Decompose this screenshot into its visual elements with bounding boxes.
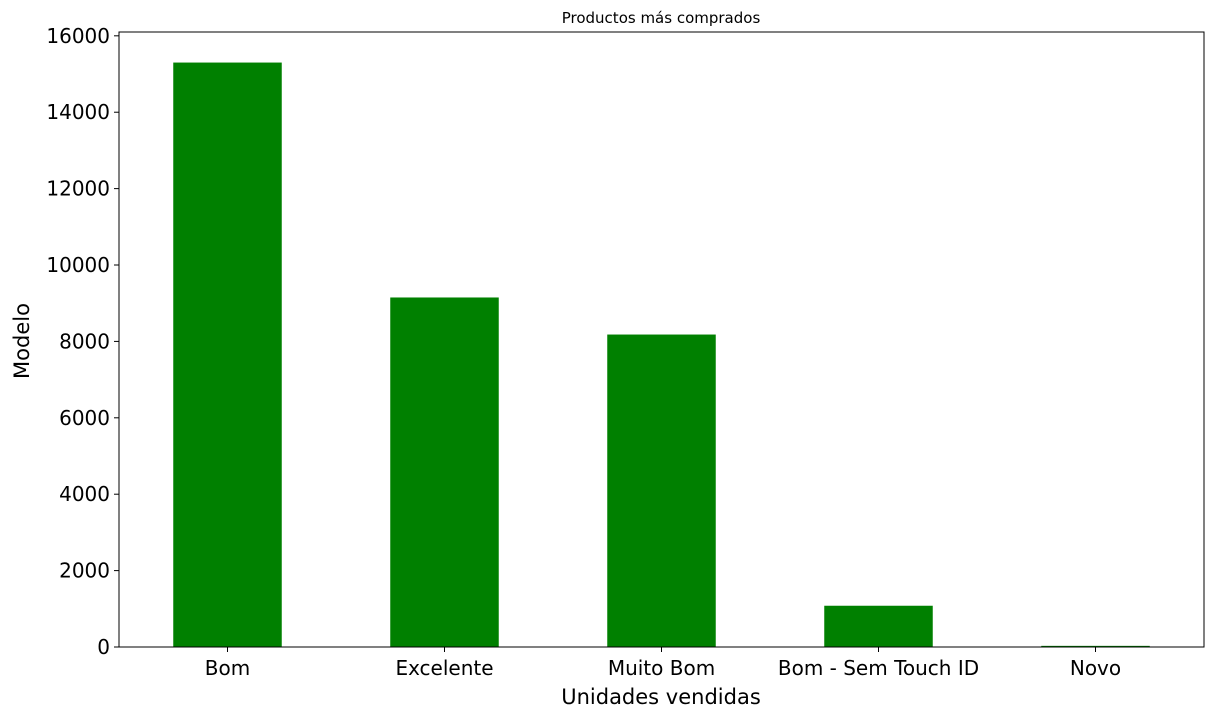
y-tick-label: 6000: [59, 406, 110, 430]
y-tick-label: 16000: [46, 24, 110, 48]
chart-title: Productos más comprados: [562, 9, 761, 27]
x-tick-label: Muito Bom: [608, 656, 715, 680]
x-axis-title: Unidades vendidas: [561, 685, 761, 709]
bar-4: [1041, 645, 1150, 647]
y-tick-label: 0: [97, 635, 110, 659]
y-tick-label: 12000: [46, 177, 110, 201]
y-tick-label: 14000: [46, 100, 110, 124]
bar-3: [824, 605, 933, 647]
y-axis-title: Modelo: [10, 303, 34, 379]
bar-2: [607, 334, 716, 647]
x-tick-label: Excelente: [395, 656, 493, 680]
x-tick-label: Bom: [205, 656, 250, 680]
plot-area-frame: [118, 31, 1205, 648]
y-tick-label: 8000: [59, 329, 110, 353]
y-tick-label: 2000: [59, 559, 110, 583]
y-tick-label: 4000: [59, 482, 110, 506]
y-tick-label: 10000: [46, 253, 110, 277]
x-tick-label: Bom - Sem Touch ID: [778, 656, 979, 680]
bar-0: [173, 62, 282, 647]
y-axis-ticks: 0 2000 4000 6000 8000 10000 12000 14000 16000: [46, 24, 119, 659]
bars-layer: [173, 62, 1150, 647]
bar-1: [390, 297, 499, 647]
x-tick-label: Novo: [1070, 656, 1121, 680]
x-axis-ticks: Bom Excelente Muito Bom Bom - Sem Touch ID N…: [205, 647, 1121, 680]
